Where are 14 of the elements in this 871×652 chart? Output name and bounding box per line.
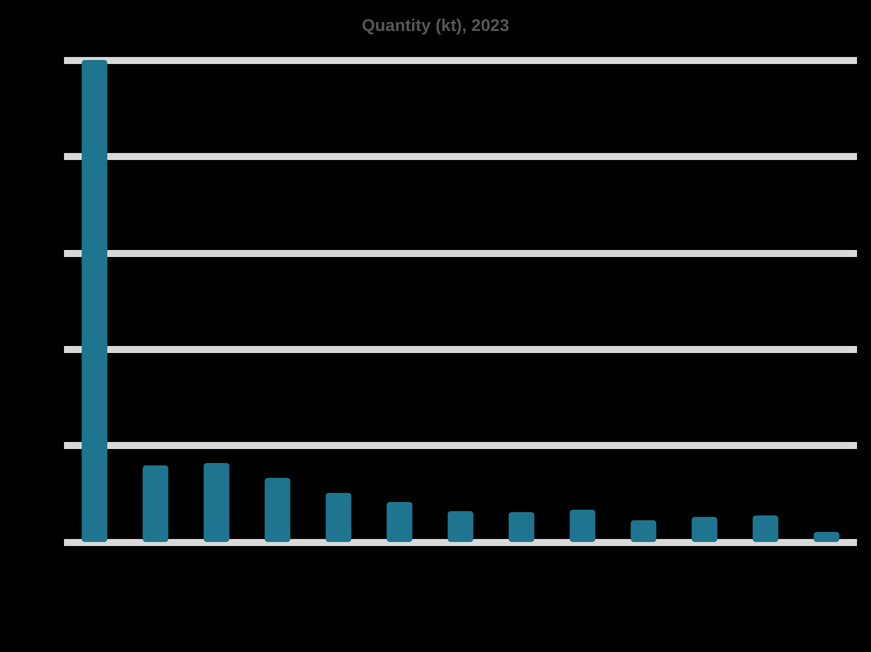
bar <box>630 520 656 542</box>
bar <box>326 492 352 542</box>
bar <box>508 512 534 542</box>
bar <box>814 532 840 542</box>
bar <box>142 465 168 542</box>
bar <box>752 515 778 542</box>
bar <box>692 516 718 542</box>
bar <box>264 478 290 542</box>
bar <box>204 462 230 542</box>
bar <box>448 511 474 542</box>
bar <box>82 60 108 542</box>
bar <box>570 510 596 542</box>
chart-title: Quantity (kt), 2023 <box>362 16 510 35</box>
bar <box>386 502 412 542</box>
